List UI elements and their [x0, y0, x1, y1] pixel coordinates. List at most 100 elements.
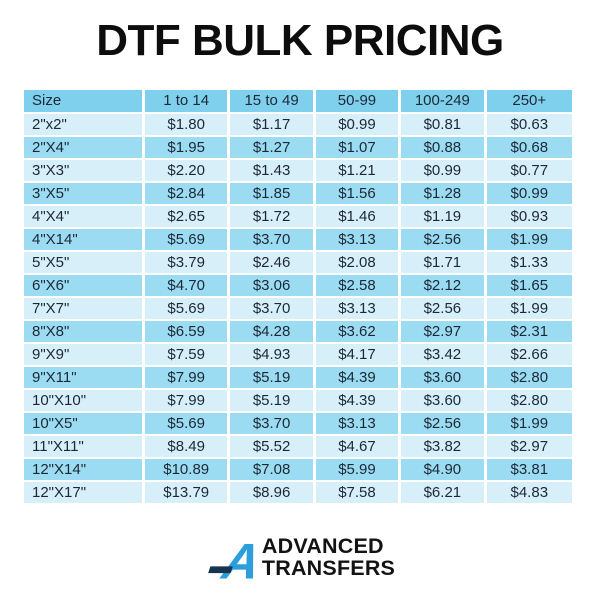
- logo-dash-shape: [208, 566, 233, 574]
- price-cell: $2.08: [315, 252, 402, 275]
- price-cell: $3.42: [401, 344, 487, 367]
- table-header: Size 1 to 14 15 to 49 50-99 100-249 250+: [24, 90, 572, 114]
- price-cell: $7.58: [315, 482, 402, 505]
- price-cell: $2.97: [486, 436, 572, 459]
- price-cell: $3.13: [315, 413, 402, 436]
- price-cell: $0.68: [486, 137, 572, 160]
- price-cell: $5.19: [230, 390, 316, 413]
- table-row: 6"X6" $4.70 $3.06 $2.58 $2.12 $1.65: [24, 275, 572, 298]
- price-cell: $2.12: [401, 275, 487, 298]
- price-cell: $2.20: [145, 160, 231, 183]
- price-cell: $5.69: [145, 298, 231, 321]
- price-cell: $3.60: [401, 367, 487, 390]
- size-cell: 12"X17": [24, 482, 145, 505]
- price-cell: $3.70: [230, 413, 316, 436]
- price-cell: $2.56: [401, 298, 487, 321]
- price-cell: $13.79: [145, 482, 231, 505]
- price-cell: $1.28: [401, 183, 487, 206]
- price-cell: $5.69: [145, 229, 231, 252]
- price-cell: $1.07: [315, 137, 402, 160]
- price-cell: $2.56: [401, 413, 487, 436]
- price-cell: $2.84: [145, 183, 231, 206]
- price-cell: $4.90: [401, 459, 487, 482]
- price-cell: $1.19: [401, 206, 487, 229]
- price-cell: $3.62: [315, 321, 402, 344]
- price-cell: $1.21: [315, 160, 402, 183]
- price-cell: $2.80: [486, 367, 572, 390]
- price-cell: $0.63: [486, 114, 572, 137]
- size-cell: 3"X5": [24, 183, 145, 206]
- size-cell: 10"X10": [24, 390, 145, 413]
- price-cell: $1.17: [230, 114, 316, 137]
- price-cell: $2.65: [145, 206, 231, 229]
- price-cell: $3.82: [401, 436, 487, 459]
- size-cell: 11"X11": [24, 436, 145, 459]
- price-cell: $0.77: [486, 160, 572, 183]
- price-cell: $10.89: [145, 459, 231, 482]
- price-cell: $1.33: [486, 252, 572, 275]
- column-header-100-249: 100-249: [401, 90, 487, 114]
- price-cell: $4.39: [315, 367, 402, 390]
- price-cell: $3.13: [315, 298, 402, 321]
- price-cell: $0.99: [401, 160, 487, 183]
- price-cell: $4.39: [315, 390, 402, 413]
- price-cell: $3.70: [230, 229, 316, 252]
- logo-wordmark: ADVANCED TRANSFERS: [262, 535, 395, 579]
- price-cell: $1.95: [145, 137, 231, 160]
- price-cell: $3.79: [145, 252, 231, 275]
- price-cell: $5.99: [315, 459, 402, 482]
- price-cell: $1.46: [315, 206, 402, 229]
- size-cell: 9"X9": [24, 344, 145, 367]
- logo-line1: ADVANCED: [261, 534, 384, 558]
- price-cell: $2.46: [230, 252, 316, 275]
- table-row: 12"X14" $10.89 $7.08 $5.99 $4.90 $3.81: [24, 459, 572, 482]
- logo-a-glyph: A: [216, 533, 257, 583]
- size-cell: 12"X14": [24, 459, 145, 482]
- price-cell: $1.85: [230, 183, 316, 206]
- price-cell: $1.65: [486, 275, 572, 298]
- table-row: 7"X7" $5.69 $3.70 $3.13 $2.56 $1.99: [24, 298, 572, 321]
- price-cell: $3.13: [315, 229, 402, 252]
- page-title: DTF BULK PRICING: [96, 16, 504, 65]
- price-cell: $1.99: [486, 298, 572, 321]
- column-header-50-99: 50-99: [315, 90, 402, 114]
- price-cell: $1.71: [401, 252, 487, 275]
- table-row: 2"X4" $1.95 $1.27 $1.07 $0.88 $0.68: [24, 137, 572, 160]
- table-row: 3"X3" $2.20 $1.43 $1.21 $0.99 $0.77: [24, 160, 572, 183]
- table-body: 2"x2" $1.80 $1.17 $0.99 $0.81 $0.63 2"X4" $1.95…: [24, 114, 572, 505]
- price-cell: $0.93: [486, 206, 572, 229]
- size-cell: 9"X11": [24, 367, 145, 390]
- price-cell: $7.99: [145, 390, 231, 413]
- brand-logo: A ADVANCED TRANSFERS: [0, 531, 600, 583]
- price-cell: $2.80: [486, 390, 572, 413]
- table-row: 11"X11" $8.49 $5.52 $4.67 $3.82 $2.97: [24, 436, 572, 459]
- size-cell: 10"X5": [24, 413, 145, 436]
- advanced-transfers-a-icon: A: [205, 531, 257, 583]
- size-cell: 4"X4": [24, 206, 145, 229]
- price-cell: $5.52: [230, 436, 316, 459]
- table-row: 10"X5" $5.69 $3.70 $3.13 $2.56 $1.99: [24, 413, 572, 436]
- size-cell: 5"X5": [24, 252, 145, 275]
- price-cell: $0.88: [401, 137, 487, 160]
- price-cell: $2.66: [486, 344, 572, 367]
- price-cell: $1.27: [230, 137, 316, 160]
- size-cell: 2"X4": [24, 137, 145, 160]
- table-row: 2"x2" $1.80 $1.17 $0.99 $0.81 $0.63: [24, 114, 572, 137]
- size-cell: 7"X7": [24, 298, 145, 321]
- table-row: 3"X5" $2.84 $1.85 $1.56 $1.28 $0.99: [24, 183, 572, 206]
- price-cell: $3.70: [230, 298, 316, 321]
- price-cell: $2.56: [401, 229, 487, 252]
- price-cell: $8.96: [230, 482, 316, 505]
- table-row: 9"X11" $7.99 $5.19 $4.39 $3.60 $2.80: [24, 367, 572, 390]
- size-cell: 4"X14": [24, 229, 145, 252]
- price-cell: $8.49: [145, 436, 231, 459]
- price-cell: $1.72: [230, 206, 316, 229]
- price-cell: $7.99: [145, 367, 231, 390]
- price-cell: $1.99: [486, 229, 572, 252]
- table-row: 10"X10" $7.99 $5.19 $4.39 $3.60 $2.80: [24, 390, 572, 413]
- table-row: 5"X5" $3.79 $2.46 $2.08 $1.71 $1.33: [24, 252, 572, 275]
- price-cell: $0.99: [486, 183, 572, 206]
- price-cell: $5.69: [145, 413, 231, 436]
- price-cell: $2.31: [486, 321, 572, 344]
- price-cell: $3.81: [486, 459, 572, 482]
